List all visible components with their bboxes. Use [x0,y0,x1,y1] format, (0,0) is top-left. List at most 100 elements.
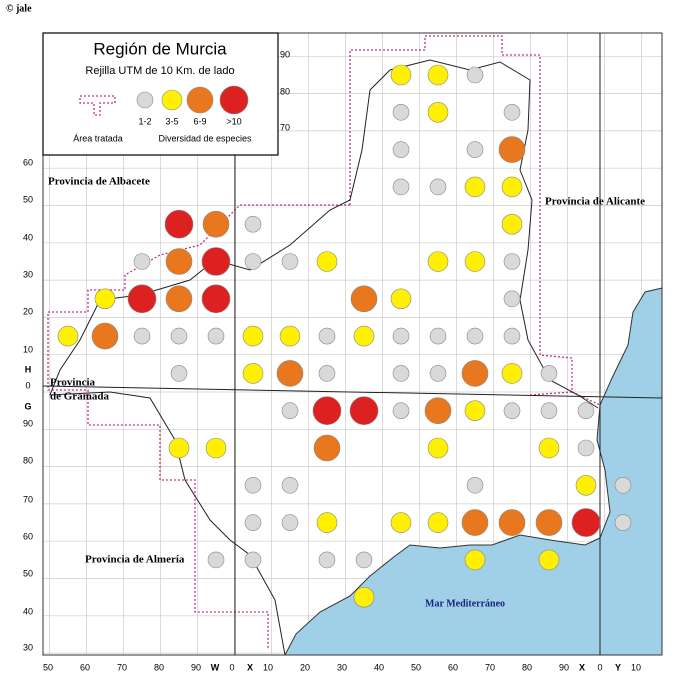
grid-label: 60 [80,662,90,672]
dot [535,509,563,536]
dot [205,437,227,459]
dot [503,327,521,345]
dot [503,402,521,420]
grid-label: 90 [191,662,201,672]
legend-symbol [136,91,154,109]
dot [503,104,521,121]
treated-area [47,204,350,650]
dot [133,327,151,345]
grid-label: 30 [23,269,33,279]
grid-label: 30 [337,662,347,672]
dot [466,66,484,84]
dot [127,284,157,314]
dot [392,327,410,345]
legend-diversity-label: Diversidad de especies [158,133,252,143]
grid-label: 10 [631,662,641,672]
credit: © jale [6,3,32,14]
dot [392,402,410,420]
dot [244,476,262,494]
dot [538,549,560,571]
dot [427,437,449,459]
dot [466,327,484,345]
dot [281,402,299,420]
grid-label: 0 [597,662,602,672]
dot [464,176,486,198]
legend-label: 1-2 [138,116,151,126]
dot [164,209,194,239]
grid-label: 60 [23,157,33,167]
dot [464,549,486,571]
dot [57,325,79,347]
legend-label: 3-5 [165,116,178,126]
legend-label: 6-9 [193,116,206,126]
legend: 1-2 3-5 6-9 >10 [136,85,249,126]
grid-label: 90 [23,418,33,428]
dot [165,285,193,313]
sea [284,287,663,656]
grid-label: 60 [448,662,458,672]
dot [466,476,484,494]
dot [424,397,452,425]
grid-label: 50 [23,194,33,204]
dot [614,514,632,531]
dot [318,551,336,569]
dot [427,64,449,86]
dot [390,288,412,310]
place-label: Provincia de Almería [85,554,185,566]
grid-label: 50 [23,568,33,578]
dot [133,253,151,270]
dot [540,402,558,420]
dot [242,325,264,347]
dot [279,325,301,347]
place-label: Provincia de Albacete [48,176,150,188]
dot [503,253,521,270]
dot [390,512,412,533]
dot [207,551,225,569]
dot [427,512,449,533]
grid-label: W [211,662,220,672]
grid-label: 20 [23,306,33,316]
grid-label: 10 [23,344,33,354]
legend-area-symbol [79,95,116,116]
grid-label: 10 [263,662,273,672]
grid-label: 90 [559,662,569,672]
dot [242,363,264,384]
grid-label: 70 [280,122,290,132]
grid-label: X [579,662,585,672]
grid-label: 60 [23,531,33,541]
dot [538,437,560,459]
grid-label: 20 [300,662,310,672]
grid-label: 70 [485,662,495,672]
dot [316,251,338,272]
dot [427,251,449,272]
grid-label: 40 [374,662,384,672]
dot [318,327,336,345]
place-label: de Gramada [50,391,109,403]
dot [316,512,338,533]
dot [165,248,193,275]
grid-label: 70 [117,662,127,672]
grid-label: 50 [411,662,421,672]
dot [466,141,484,158]
grid-label: 30 [23,642,33,652]
dot [94,288,116,310]
dots [57,64,632,608]
legend-area-label: Área tratada [73,133,123,143]
grid-label: 80 [23,455,33,465]
place-label: Provincia [50,377,96,389]
dot [464,251,486,272]
dot [571,508,601,537]
dot [427,102,449,123]
dot [577,402,595,420]
dot [501,176,523,198]
region-border [49,59,599,656]
dot [170,327,188,345]
dot [614,476,632,494]
dot [349,396,379,426]
grid-label: 90 [280,49,290,59]
dot [392,178,410,196]
grid-label: 0 [25,380,30,390]
dot [281,476,299,494]
dot [575,474,597,496]
